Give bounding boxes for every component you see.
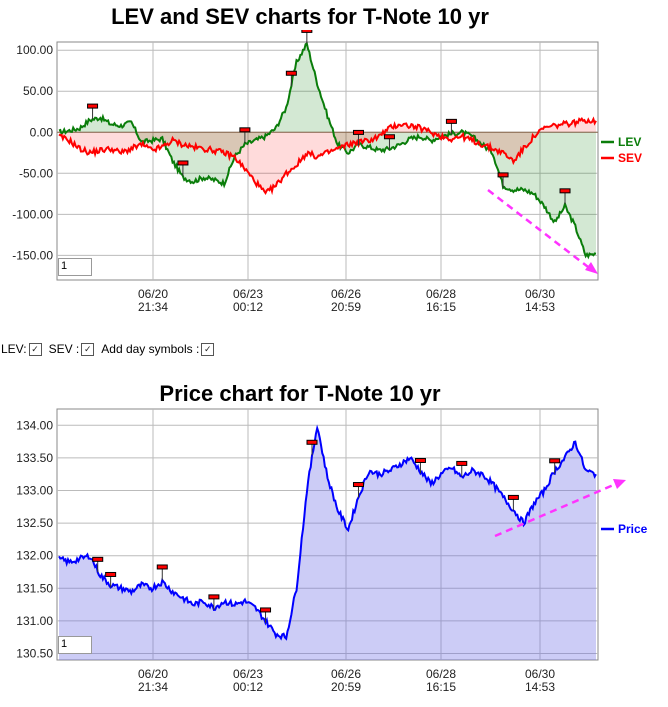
- day-marker: [383, 134, 395, 140]
- x-tick-date: 06/26: [331, 667, 361, 681]
- y-tick-label: -100.00: [12, 207, 53, 221]
- day-marker: [306, 439, 318, 445]
- day-marker: [497, 172, 509, 178]
- x-tick-time: 20:59: [331, 680, 361, 694]
- legend-label-lev: LEV: [618, 135, 641, 149]
- day-marker: [445, 118, 457, 124]
- x-tick-date: 06/28: [426, 287, 456, 301]
- day-marker: [87, 103, 99, 109]
- x-tick-date: 06/23: [233, 287, 263, 301]
- day-marker: [156, 564, 168, 570]
- y-tick-label: 133.50: [16, 451, 53, 465]
- legend-label-sev: SEV: [618, 151, 642, 165]
- y-tick-label: 132.50: [16, 516, 53, 530]
- day-marker: [352, 129, 364, 135]
- y-tick-label: 50.00: [23, 84, 53, 98]
- x-tick-time: 14:53: [525, 680, 555, 694]
- day-marker: [414, 457, 426, 463]
- day-marker: [239, 127, 251, 133]
- sev-checkbox-label: SEV :: [48, 342, 80, 356]
- series-controls: LEV: ✓ SEV : ✓ Add day symbols : ✓: [1, 342, 219, 356]
- y-tick-label: 133.00: [16, 483, 53, 497]
- trend-arrow-line: [494, 481, 619, 538]
- x-tick-date: 06/20: [138, 667, 168, 681]
- y-tick-label: 0.00: [30, 125, 54, 139]
- price-chart[interactable]: 134.00 133.50 133.00 132.50 132.00 131.50 131.…: [0, 405, 668, 707]
- y-tick-label: 100.00: [16, 43, 53, 57]
- y-tick-label: 131.50: [16, 581, 53, 595]
- day-marker: [177, 160, 189, 166]
- lev-checkbox[interactable]: ✓: [28, 342, 42, 356]
- y-tick-label: -150.00: [12, 248, 53, 262]
- x-tick-time: 16:15: [426, 680, 456, 694]
- day-marker: [352, 482, 364, 488]
- x-tick-date: 06/20: [138, 287, 168, 301]
- plot-area: [56, 408, 599, 661]
- lev-line: [58, 41, 597, 260]
- y-tick-label: 130.50: [16, 646, 53, 660]
- x-tick-time: 16:15: [426, 300, 456, 314]
- day-marker: [301, 30, 313, 33]
- lev-sev-zoom-input[interactable]: 1: [58, 258, 92, 276]
- day-marker: [456, 460, 468, 466]
- y-tick-label: 131.00: [16, 614, 53, 628]
- day-marker: [92, 556, 104, 562]
- day-marker: [507, 494, 519, 500]
- x-tick-date: 06/28: [426, 667, 456, 681]
- day-marker: [549, 458, 561, 464]
- x-tick-date: 06/30: [525, 287, 555, 301]
- trend-arrowhead: [585, 262, 598, 274]
- x-tick-time: 21:34: [138, 680, 168, 694]
- sev-line: [58, 116, 597, 196]
- sev-area: [59, 118, 596, 193]
- y-tick-label: 132.00: [16, 549, 53, 563]
- x-tick-date: 06/23: [233, 667, 263, 681]
- price-zoom-input[interactable]: 1: [58, 636, 92, 654]
- x-tick-time: 00:12: [233, 300, 263, 314]
- lev-sev-chart[interactable]: 100.00 50.00 0.00 -50.00 -100.00 -150.00 06/20…: [0, 30, 668, 340]
- day-marker: [285, 70, 297, 76]
- x-tick-date: 06/30: [525, 667, 555, 681]
- price-area: [59, 428, 596, 660]
- legend-label-price: Price: [618, 522, 648, 536]
- day-marker: [559, 188, 571, 194]
- trend-arrowhead: [613, 479, 626, 489]
- day-marker: [260, 607, 272, 613]
- lev-sev-chart-title: LEV and SEV charts for T-Note 10 yr: [111, 4, 489, 29]
- x-tick-time: 20:59: [331, 300, 361, 314]
- lev-checkbox-label: LEV:: [1, 342, 27, 356]
- day-symbols-checkbox[interactable]: ✓: [201, 342, 215, 356]
- day-marker: [105, 571, 117, 577]
- x-tick-time: 00:12: [233, 680, 263, 694]
- x-tick-time: 14:53: [525, 300, 555, 314]
- x-tick-time: 21:34: [138, 300, 168, 314]
- plot-area: [56, 41, 599, 281]
- trend-arrow-line: [487, 189, 593, 271]
- sev-checkbox[interactable]: ✓: [81, 342, 95, 356]
- price-chart-title: Price chart for T-Note 10 yr: [159, 381, 441, 406]
- y-tick-label: 134.00: [16, 418, 53, 432]
- y-tick-label: -50.00: [19, 166, 53, 180]
- day-marker: [208, 594, 220, 600]
- price-line: [58, 424, 597, 641]
- day-symbols-checkbox-label: Add day symbols :: [101, 342, 200, 356]
- x-tick-date: 06/26: [331, 287, 361, 301]
